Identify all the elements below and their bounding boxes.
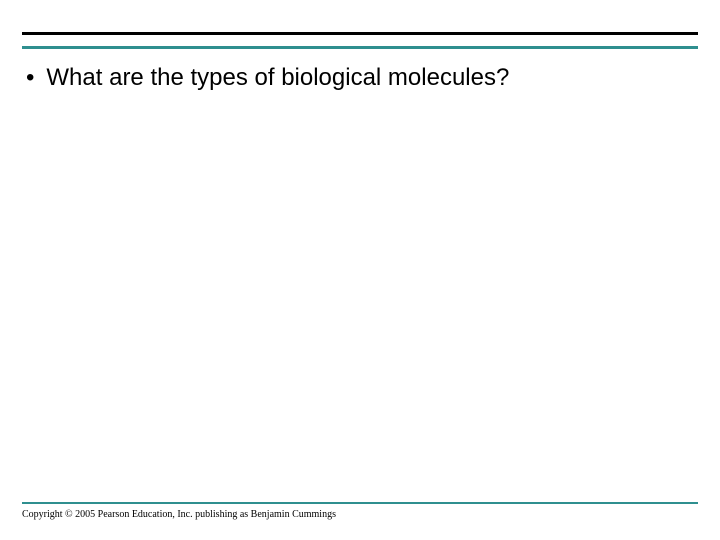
top-rule-teal xyxy=(22,46,698,49)
copyright-text: Copyright © 2005 Pearson Education, Inc.… xyxy=(22,509,336,520)
slide-body: • What are the types of biological molec… xyxy=(24,62,698,94)
bullet-marker: • xyxy=(24,62,34,94)
bottom-rule-teal xyxy=(22,502,698,504)
slide: • What are the types of biological molec… xyxy=(0,0,720,540)
bullet-item: • What are the types of biological molec… xyxy=(24,62,698,94)
top-rule-black xyxy=(22,32,698,35)
bullet-text: What are the types of biological molecul… xyxy=(46,62,509,94)
